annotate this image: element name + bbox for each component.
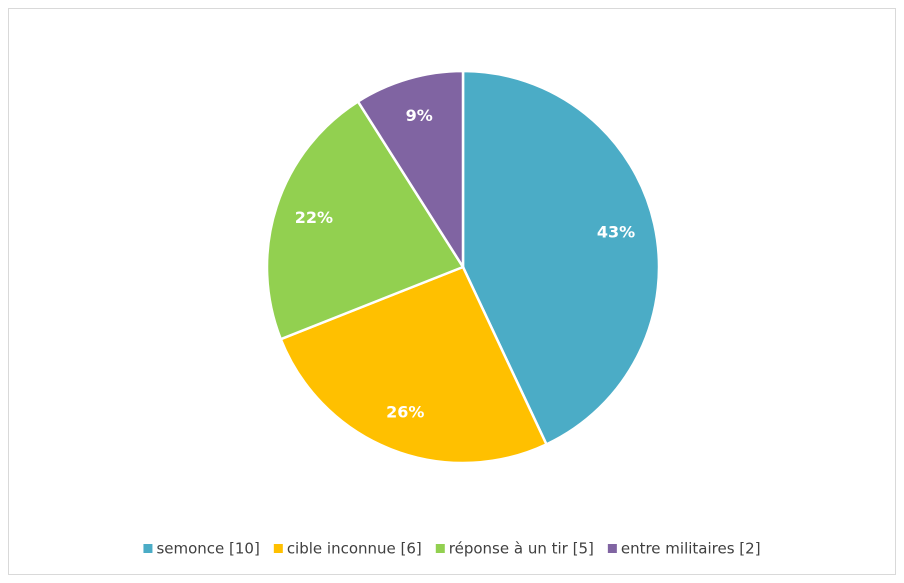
data-label: 26%	[386, 402, 424, 421]
data-label: 22%	[295, 208, 333, 227]
data-label: 43%	[597, 222, 635, 241]
legend-swatch	[607, 544, 617, 553]
pie-slice	[265, 99, 465, 341]
data-label: 9%	[406, 106, 433, 125]
pie-slice	[461, 69, 661, 447]
legend-swatch	[435, 544, 445, 553]
pie-slice	[279, 265, 549, 465]
pie-slice	[356, 69, 465, 272]
legend-label: semonce [10]	[156, 540, 259, 558]
legend-label: réponse à un tir [5]	[449, 540, 594, 558]
legend-swatch	[143, 544, 153, 553]
legend-swatch	[273, 544, 283, 553]
legend-label: cible inconnue [6]	[287, 540, 422, 558]
legend-label: entre militaires [2]	[621, 540, 761, 558]
